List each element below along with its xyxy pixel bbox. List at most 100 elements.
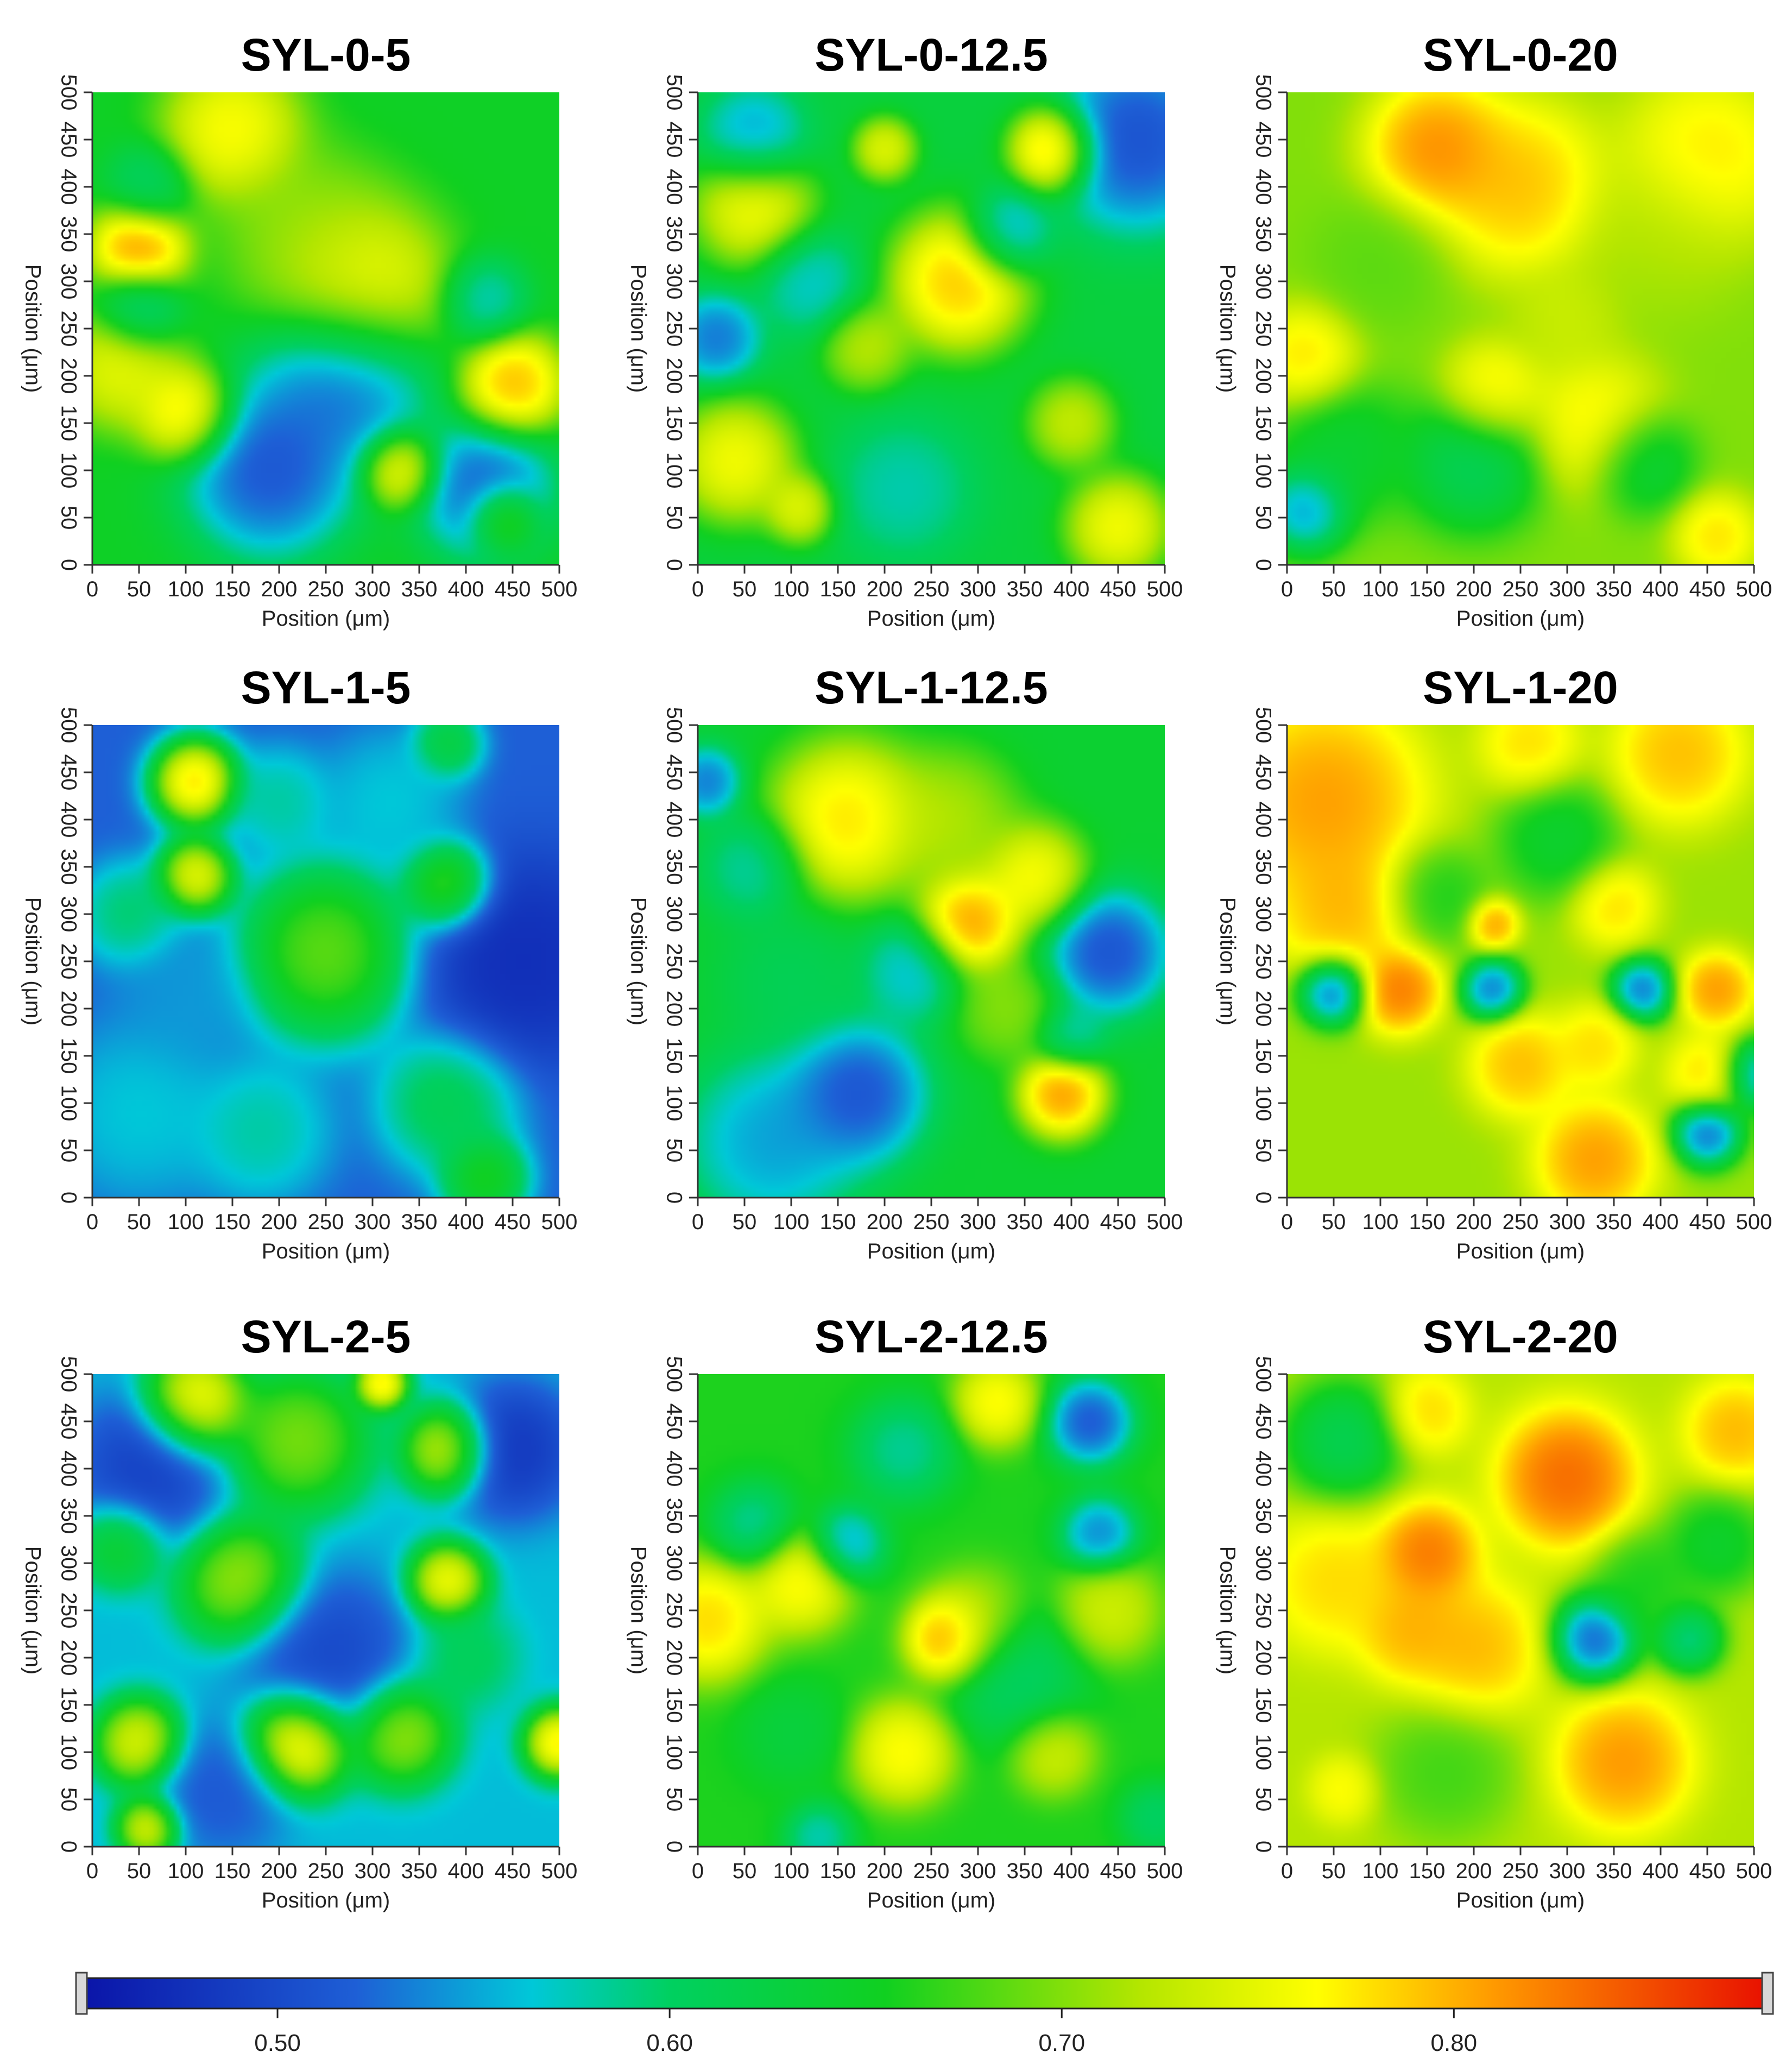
y-tick-label: 50 bbox=[1251, 1138, 1275, 1163]
y-tick-label: 200 bbox=[662, 358, 686, 394]
y-tick-label: 450 bbox=[1251, 754, 1275, 791]
y-tick-label: 100 bbox=[56, 1085, 80, 1122]
x-tick-label: 350 bbox=[1007, 1210, 1043, 1234]
x-tick-label: 100 bbox=[168, 1210, 204, 1234]
x-tick-label: 450 bbox=[1689, 1210, 1726, 1234]
x-tick-label: 150 bbox=[214, 1210, 251, 1234]
y-tick-label: 100 bbox=[56, 1734, 80, 1771]
y-tick-label: 500 bbox=[56, 1356, 80, 1393]
x-tick-label: 250 bbox=[1503, 1210, 1539, 1234]
x-tick-label: 450 bbox=[1100, 577, 1137, 601]
x-tick-label: 0 bbox=[692, 577, 704, 601]
x-tick-label: 300 bbox=[960, 1859, 996, 1883]
y-tick-label: 250 bbox=[1251, 943, 1275, 980]
heatmap-field bbox=[92, 725, 559, 1198]
y-tick-label: 50 bbox=[56, 506, 80, 530]
y-tick-label: 250 bbox=[1251, 1592, 1275, 1629]
x-tick-label: 450 bbox=[495, 1859, 531, 1883]
x-tick-label: 250 bbox=[1503, 577, 1539, 601]
x-tick-label: 500 bbox=[1736, 1859, 1772, 1883]
y-tick-label: 250 bbox=[662, 1592, 686, 1629]
y-tick-label: 0 bbox=[56, 1841, 80, 1853]
x-tick-label: 200 bbox=[261, 1859, 298, 1883]
y-tick-label: 0 bbox=[56, 1192, 80, 1204]
x-tick-label: 400 bbox=[1643, 1210, 1679, 1234]
x-tick-label: 300 bbox=[960, 1210, 996, 1234]
colorbar-left-handle bbox=[75, 1972, 88, 2015]
y-tick-label: 350 bbox=[662, 849, 686, 885]
x-tick-label: 250 bbox=[913, 577, 950, 601]
x-tick-label: 400 bbox=[1643, 1859, 1679, 1883]
x-tick-label: 150 bbox=[1409, 577, 1446, 601]
y-tick-label: 500 bbox=[1251, 74, 1275, 111]
y-tick-label: 200 bbox=[1251, 991, 1275, 1027]
x-tick-label: 250 bbox=[1503, 1859, 1539, 1883]
x-tick-label: 150 bbox=[820, 1859, 856, 1883]
y-tick-label: 0 bbox=[1251, 1192, 1275, 1204]
y-tick-label: 150 bbox=[56, 1038, 80, 1074]
y-tick-label: 250 bbox=[56, 311, 80, 347]
x-tick-label: 100 bbox=[773, 1210, 810, 1234]
heatmap-panels: SYL-0-5005050100100150150200200250250300… bbox=[21, 29, 1772, 1912]
x-tick-label: 200 bbox=[261, 577, 298, 601]
panel-title: SYL-1-20 bbox=[1423, 662, 1618, 713]
x-tick-label: 150 bbox=[214, 1859, 251, 1883]
y-tick-label: 300 bbox=[56, 896, 80, 933]
heatmap-panel: SYL-2-12.5 00 50 50 100 100 150 150 200 200 250 250… bbox=[626, 1311, 1183, 1912]
y-tick-label: 300 bbox=[1251, 263, 1275, 300]
x-tick-label: 300 bbox=[355, 1859, 391, 1883]
y-tick-label: 400 bbox=[1251, 169, 1275, 205]
y-tick-label: 150 bbox=[662, 405, 686, 442]
y-tick-label: 250 bbox=[56, 943, 80, 980]
y-tick-label: 450 bbox=[1251, 1403, 1275, 1440]
y-tick-label: 500 bbox=[1251, 1356, 1275, 1393]
x-tick-label: 500 bbox=[1736, 577, 1772, 601]
colorbar-tick-label: 0.50 bbox=[254, 2030, 301, 2056]
y-tick-label: 200 bbox=[662, 1640, 686, 1676]
y-tick-label: 450 bbox=[56, 1403, 80, 1440]
x-tick-label: 450 bbox=[1689, 1859, 1726, 1883]
y-tick-label: 300 bbox=[662, 1545, 686, 1582]
y-tick-label: 200 bbox=[56, 358, 80, 394]
x-tick-label: 50 bbox=[733, 1859, 757, 1883]
x-axis-label: Position (μm) bbox=[262, 1239, 390, 1263]
y-tick-label: 50 bbox=[662, 1138, 686, 1163]
heatmap-panel: SYL-0-20 00 50 50 100 100 150 150 200 200 250 250 30… bbox=[1215, 29, 1772, 631]
x-tick-label: 200 bbox=[867, 1210, 903, 1234]
x-tick-label: 500 bbox=[1147, 577, 1183, 601]
x-tick-label: 0 bbox=[692, 1210, 704, 1234]
y-axis-label: Position (μm) bbox=[1215, 265, 1239, 393]
y-tick-label: 200 bbox=[1251, 1640, 1275, 1676]
y-tick-label: 50 bbox=[1251, 1787, 1275, 1812]
x-tick-label: 300 bbox=[960, 577, 996, 601]
panel-title: SYL-2-12.5 bbox=[815, 1311, 1048, 1362]
x-tick-label: 100 bbox=[1362, 577, 1399, 601]
x-tick-label: 400 bbox=[1053, 1210, 1090, 1234]
y-tick-label: 50 bbox=[1251, 506, 1275, 530]
x-tick-label: 500 bbox=[541, 1859, 578, 1883]
x-axis-label: Position (μm) bbox=[867, 1888, 995, 1912]
y-tick-label: 50 bbox=[56, 1787, 80, 1812]
y-tick-label: 50 bbox=[662, 1787, 686, 1812]
x-tick-label: 0 bbox=[1281, 577, 1293, 601]
y-tick-label: 500 bbox=[56, 707, 80, 744]
y-tick-label: 300 bbox=[56, 263, 80, 300]
y-tick-label: 150 bbox=[56, 405, 80, 442]
colorbar-right-handle bbox=[1761, 1972, 1774, 2015]
heatmap-panel: SYL-1-12.5 00 50 50 100 100 150 150 200 200 250 250… bbox=[626, 662, 1183, 1263]
heatmap-panel: SYL-2-20 00 50 50 100 100 150 150 200 200 250 250 30… bbox=[1215, 1311, 1772, 1912]
x-tick-label: 350 bbox=[401, 1210, 438, 1234]
y-tick-label: 100 bbox=[1251, 1085, 1275, 1122]
y-tick-label: 450 bbox=[56, 122, 80, 158]
x-tick-label: 200 bbox=[1456, 577, 1492, 601]
heatmap-field bbox=[698, 725, 1165, 1198]
y-tick-label: 400 bbox=[56, 169, 80, 205]
x-tick-label: 100 bbox=[168, 1859, 204, 1883]
colorbar-tick-label: 0.60 bbox=[646, 2030, 693, 2056]
y-tick-label: 50 bbox=[56, 1138, 80, 1163]
y-tick-label: 500 bbox=[662, 707, 686, 744]
x-tick-label: 50 bbox=[127, 1210, 152, 1234]
y-axis-label: Position (μm) bbox=[21, 897, 45, 1025]
x-tick-label: 100 bbox=[168, 577, 204, 601]
